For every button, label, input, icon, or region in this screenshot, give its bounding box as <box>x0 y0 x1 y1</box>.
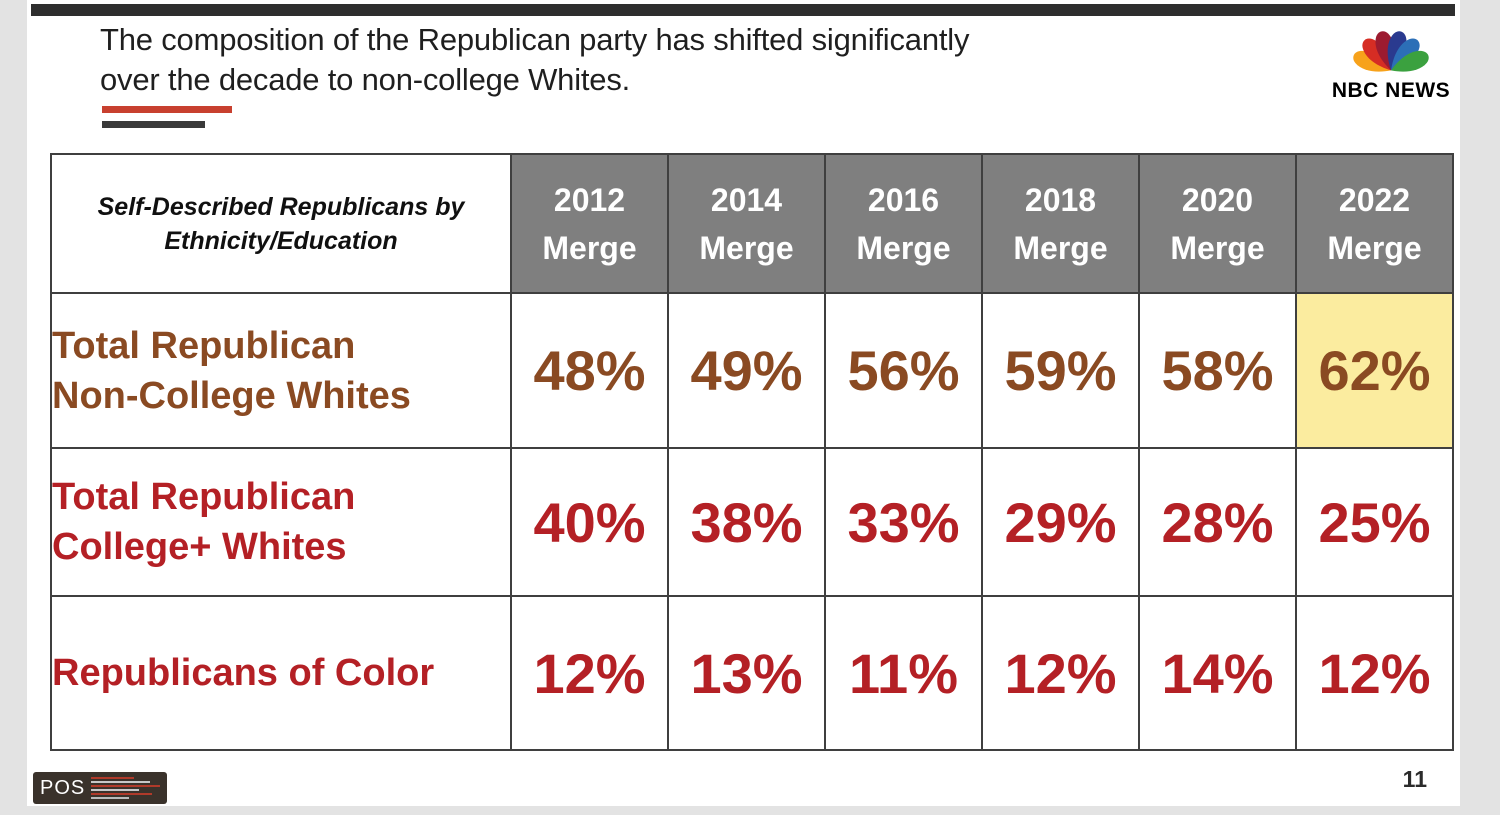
table-row-republicans-of-color: Republicans of Color 12% 13% 11% 12% 14%… <box>50 595 1454 751</box>
pos-logo: POS <box>33 772 167 804</box>
row-label-line-2: College+ Whites <box>52 526 347 568</box>
value-cell-r2c3: 33% <box>824 447 983 597</box>
row-label-line-1: Republicans of Color <box>52 652 435 694</box>
pos-stripe <box>91 785 160 787</box>
title-underline-dark <box>102 121 205 128</box>
slide-title: The composition of the Republican party … <box>100 20 969 100</box>
column-year: 2020 <box>1181 181 1254 218</box>
column-year: 2014 <box>710 181 783 218</box>
corner-header: Self-Described Republicans by Ethnicity/… <box>50 153 512 294</box>
column-sub: Merge <box>1013 229 1108 266</box>
value-cell-r3c3: 11% <box>824 595 983 751</box>
column-header-2022: 2022 Merge <box>1295 153 1454 294</box>
value-cell-r1c5: 58% <box>1138 292 1297 449</box>
value-cell-r1c2: 49% <box>667 292 826 449</box>
pos-wordmark: POS <box>40 777 86 799</box>
pos-stripe <box>91 789 140 791</box>
pos-stripe <box>91 797 130 799</box>
value-cell-r2c2: 38% <box>667 447 826 597</box>
row-label-line-1: Total Republican <box>52 324 356 367</box>
column-header-2014: 2014 Merge <box>667 153 826 294</box>
value-cell-r2c4: 29% <box>981 447 1140 597</box>
value-cell-r1c3: 56% <box>824 292 983 449</box>
column-sub: Merge <box>1327 229 1422 266</box>
corner-header-line-2: Ethnicity/Education <box>164 226 398 255</box>
value-cell-r1c1: 48% <box>510 292 669 449</box>
data-table: Self-Described Republicans by Ethnicity/… <box>50 153 1454 751</box>
table-row-college-whites: Total Republican College+ Whites 40% 38%… <box>50 447 1454 597</box>
pos-stripe <box>91 781 151 783</box>
row-label-line-2: Non-College Whites <box>52 374 411 417</box>
table-row-noncollege-whites: Total Republican Non-College Whites 48% … <box>50 292 1454 449</box>
top-accent-bar <box>31 4 1455 16</box>
peacock-feather-green <box>1391 50 1429 72</box>
column-year: 2016 <box>867 181 940 218</box>
value-cell-r3c4: 12% <box>981 595 1140 751</box>
nbc-peacock-icon <box>1353 31 1429 72</box>
pos-stripe <box>91 777 134 779</box>
column-sub: Merge <box>542 229 637 266</box>
pos-stripes-icon <box>91 777 160 799</box>
column-sub: Merge <box>856 229 951 266</box>
column-year: 2022 <box>1338 181 1411 218</box>
row-label-republicans-of-color: Republicans of Color <box>50 595 512 751</box>
value-cell-r1c6-highlighted: 62% <box>1295 292 1454 449</box>
value-cell-r3c6: 12% <box>1295 595 1454 751</box>
nbc-news-wordmark: NBC NEWS <box>1331 79 1451 102</box>
column-header-2016: 2016 Merge <box>824 153 983 294</box>
column-header-2012: 2012 Merge <box>510 153 669 294</box>
peacock-feather-navy <box>1387 31 1407 71</box>
value-cell-r2c6: 25% <box>1295 447 1454 597</box>
row-label-college-whites: Total Republican College+ Whites <box>50 447 512 597</box>
title-underline-red <box>102 106 232 113</box>
slide: The composition of the Republican party … <box>27 0 1460 806</box>
column-header-2020: 2020 Merge <box>1138 153 1297 294</box>
row-label-line-1: Total Republican <box>52 476 356 518</box>
corner-header-line-1: Self-Described Republicans by <box>97 192 465 221</box>
value-cell-r3c5: 14% <box>1138 595 1297 751</box>
value-cell-r3c1: 12% <box>510 595 669 751</box>
nbc-news-logo: NBC NEWS <box>1328 18 1454 103</box>
row-label-noncollege-whites: Total Republican Non-College Whites <box>50 292 512 449</box>
column-year: 2018 <box>1024 181 1097 218</box>
title-line-2: over the decade to non-college Whites. <box>100 62 631 97</box>
value-cell-r2c1: 40% <box>510 447 669 597</box>
column-header-2018: 2018 Merge <box>981 153 1140 294</box>
title-line-1: The composition of the Republican party … <box>100 22 970 57</box>
column-year: 2012 <box>553 181 626 218</box>
header-row: Self-Described Republicans by Ethnicity/… <box>50 153 1454 294</box>
value-cell-r2c5: 28% <box>1138 447 1297 597</box>
value-cell-r3c2: 13% <box>667 595 826 751</box>
pos-stripe <box>91 793 152 795</box>
column-sub: Merge <box>699 229 794 266</box>
column-sub: Merge <box>1170 229 1265 266</box>
value-cell-r1c4: 59% <box>981 292 1140 449</box>
page-number: 11 <box>1402 766 1427 792</box>
